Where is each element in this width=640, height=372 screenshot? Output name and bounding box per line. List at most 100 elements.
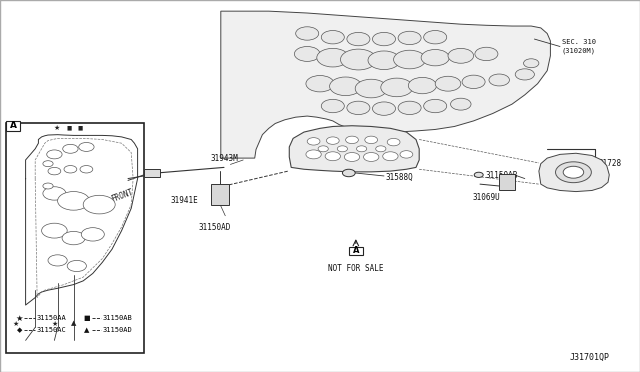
Circle shape xyxy=(48,167,61,175)
Text: A: A xyxy=(10,121,17,130)
Text: ★: ★ xyxy=(15,314,23,323)
Circle shape xyxy=(356,146,367,152)
Circle shape xyxy=(381,78,413,97)
Text: ■: ■ xyxy=(83,315,90,321)
Circle shape xyxy=(42,223,67,238)
Circle shape xyxy=(79,142,94,151)
Circle shape xyxy=(435,76,461,91)
Text: ◆: ◆ xyxy=(17,327,22,333)
Polygon shape xyxy=(221,11,550,158)
Text: 31150AA: 31150AA xyxy=(36,315,66,321)
Circle shape xyxy=(462,75,485,89)
Text: ■: ■ xyxy=(67,126,72,131)
Text: 31069U: 31069U xyxy=(472,193,500,202)
Text: 31940V: 31940V xyxy=(549,165,577,174)
Circle shape xyxy=(424,99,447,113)
Circle shape xyxy=(317,48,349,67)
Circle shape xyxy=(394,50,426,69)
Text: 31150AB: 31150AB xyxy=(102,315,132,321)
Bar xyxy=(349,247,363,255)
Polygon shape xyxy=(539,153,609,192)
Circle shape xyxy=(515,69,534,80)
Bar xyxy=(6,123,144,353)
Text: J31701QP: J31701QP xyxy=(570,353,610,362)
Bar xyxy=(211,184,229,205)
Text: 31150AD: 31150AD xyxy=(102,327,132,333)
Text: NOT FOR SALE: NOT FOR SALE xyxy=(328,264,383,273)
Circle shape xyxy=(372,32,396,46)
Bar xyxy=(144,169,160,177)
Circle shape xyxy=(383,152,398,161)
Polygon shape xyxy=(289,126,419,172)
Circle shape xyxy=(475,47,498,61)
Circle shape xyxy=(398,31,421,45)
Circle shape xyxy=(556,162,591,183)
Circle shape xyxy=(326,137,339,144)
Circle shape xyxy=(364,153,379,161)
Bar xyxy=(6,121,20,131)
Text: ★: ★ xyxy=(51,321,58,327)
Circle shape xyxy=(321,99,344,113)
Text: 31941E: 31941E xyxy=(171,196,198,205)
Text: ★: ★ xyxy=(53,125,60,131)
Circle shape xyxy=(83,195,115,214)
Circle shape xyxy=(424,31,447,44)
Circle shape xyxy=(294,46,320,61)
Circle shape xyxy=(43,183,53,189)
Circle shape xyxy=(306,150,321,159)
Circle shape xyxy=(58,192,90,210)
Circle shape xyxy=(400,151,413,158)
Text: ★: ★ xyxy=(13,321,19,327)
Circle shape xyxy=(355,79,387,98)
Circle shape xyxy=(376,146,386,152)
Circle shape xyxy=(48,255,67,266)
Circle shape xyxy=(306,76,334,92)
Text: FRONT: FRONT xyxy=(110,187,135,203)
Text: 31150AD: 31150AD xyxy=(198,223,230,232)
Circle shape xyxy=(524,59,539,68)
Circle shape xyxy=(296,27,319,40)
Circle shape xyxy=(67,260,86,272)
Text: ▲: ▲ xyxy=(71,321,76,327)
Circle shape xyxy=(344,153,360,161)
Circle shape xyxy=(80,166,93,173)
Text: A: A xyxy=(353,246,359,255)
Circle shape xyxy=(330,77,362,96)
Text: ▲: ▲ xyxy=(84,327,89,333)
Circle shape xyxy=(47,150,62,159)
Circle shape xyxy=(421,49,449,66)
Text: ■: ■ xyxy=(77,126,83,131)
Circle shape xyxy=(387,138,400,146)
Circle shape xyxy=(43,161,53,167)
Circle shape xyxy=(62,231,85,245)
Text: SEC. 310
(31020M): SEC. 310 (31020M) xyxy=(562,39,596,54)
Text: 31943M: 31943M xyxy=(210,154,238,163)
Circle shape xyxy=(81,228,104,241)
Text: 31150AC: 31150AC xyxy=(36,327,66,333)
Circle shape xyxy=(321,31,344,44)
Text: 31728: 31728 xyxy=(598,159,621,168)
Circle shape xyxy=(63,144,78,153)
Circle shape xyxy=(451,98,471,110)
Circle shape xyxy=(340,49,376,70)
Circle shape xyxy=(398,101,421,115)
Circle shape xyxy=(307,138,320,145)
Circle shape xyxy=(448,48,474,63)
Circle shape xyxy=(337,146,348,152)
Circle shape xyxy=(43,187,66,200)
Circle shape xyxy=(474,172,483,177)
Circle shape xyxy=(563,166,584,178)
Circle shape xyxy=(372,102,396,115)
Circle shape xyxy=(346,136,358,144)
Circle shape xyxy=(489,74,509,86)
Circle shape xyxy=(342,169,355,177)
Circle shape xyxy=(347,32,370,46)
Circle shape xyxy=(365,136,378,144)
Circle shape xyxy=(325,152,340,161)
Bar xyxy=(499,174,515,190)
Circle shape xyxy=(347,101,370,115)
Circle shape xyxy=(408,77,436,94)
Circle shape xyxy=(64,166,77,173)
Circle shape xyxy=(318,146,328,152)
Circle shape xyxy=(368,51,400,70)
